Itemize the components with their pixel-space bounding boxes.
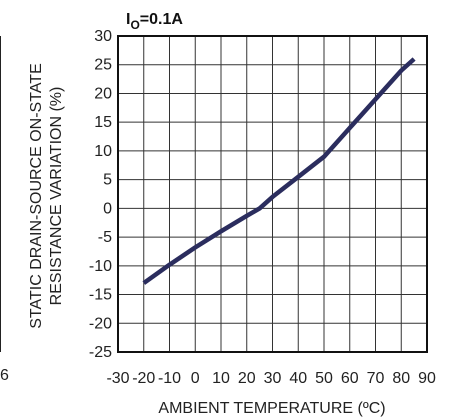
y-axis-label-line2: RESISTANCE VARIATION (%) <box>48 87 65 306</box>
plot-area <box>117 35 428 353</box>
x-tick-label: 10 <box>212 370 230 387</box>
x-tick-label: 30 <box>264 370 282 387</box>
y-tick-label: -15 <box>89 287 112 304</box>
y-tick-label: 20 <box>94 85 112 102</box>
y-tick-label: 10 <box>94 143 112 160</box>
x-tick-label: 0 <box>191 370 200 387</box>
y-tick-label: 25 <box>94 57 112 74</box>
y-tick-label: -10 <box>89 258 112 275</box>
y-tick-label: 0 <box>103 200 112 217</box>
y-tick-label: -20 <box>89 315 112 332</box>
grid <box>117 35 428 353</box>
left-edge-label: 6 <box>0 367 9 384</box>
series-line <box>142 57 416 285</box>
x-tick-label: 90 <box>418 370 436 387</box>
x-tick-label: -30 <box>106 370 129 387</box>
x-tick-label: 20 <box>238 370 256 387</box>
x-tick-labels: -30 -20 -10 0 10 20 30 40 50 60 70 80 90 <box>106 370 436 387</box>
x-tick-label: 40 <box>289 370 307 387</box>
x-tick-label: 70 <box>367 370 385 387</box>
x-tick-label: 80 <box>392 370 410 387</box>
x-tick-label: 60 <box>341 370 359 387</box>
y-axis-label-line1: STATIC DRAIN-SOURCE ON-STATE <box>28 63 45 328</box>
y-tick-label: 15 <box>94 114 112 131</box>
y-tick-label: 30 <box>94 28 112 45</box>
y-tick-label: -25 <box>89 344 112 361</box>
x-axis-label: AMBIENT TEMPERATURE (ºC) <box>158 400 385 417</box>
y-tick-label: -5 <box>98 229 112 246</box>
x-tick-label: 50 <box>315 370 333 387</box>
y-tick-labels: 30 25 20 15 10 5 0 -5 -10 -15 -20 -25 <box>89 28 112 361</box>
y-tick-label: 5 <box>103 172 112 189</box>
x-tick-label: -20 <box>132 370 155 387</box>
chart-title: IO=0.1A <box>126 11 183 32</box>
x-tick-label: -10 <box>158 370 181 387</box>
series-group <box>142 57 416 285</box>
